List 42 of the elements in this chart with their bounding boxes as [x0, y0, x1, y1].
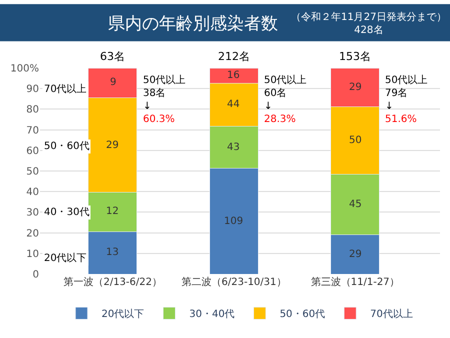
annotation: 43 — [227, 142, 240, 153]
legend-label: 70代以上 — [370, 308, 413, 320]
legend-label: 50・60代 — [280, 309, 326, 320]
annotation: 109 — [224, 216, 244, 227]
annotation: 9 — [110, 77, 116, 88]
annotation: 29 — [349, 82, 362, 93]
chart-title: 県内の年齢別感染者数 — [108, 14, 278, 34]
annotation: 44 — [227, 99, 240, 110]
y-tick-label: 50 — [26, 166, 39, 178]
y-tick-label: 10 — [26, 248, 39, 260]
annotation: 50代以上 79名 ↓ 51.6% — [385, 74, 428, 125]
chart-subtitle: （令和２年11月27日発表分まで） 428名 — [291, 11, 446, 36]
y-tick-label: 20 — [26, 228, 39, 240]
annotation: 12 — [106, 206, 119, 217]
y-tick-label: 40 — [26, 187, 39, 198]
y-tick-label: 30 — [26, 208, 39, 219]
y-tick-label: 100% — [10, 64, 39, 74]
y-tick-label: 60 — [26, 146, 39, 157]
y-tick-label: 0 — [32, 270, 39, 280]
y-tick-label: 70 — [26, 125, 39, 136]
y-tick-label: 90 — [26, 84, 39, 96]
text: 212名 — [218, 50, 250, 63]
annotation: 13 — [106, 247, 119, 258]
text: 153名 — [339, 50, 371, 63]
annotation: 29 — [106, 140, 119, 151]
annotation: 29 — [349, 249, 362, 260]
annotation: 70代以上 — [44, 83, 87, 95]
legend-label: 20代以下 — [102, 308, 144, 320]
text: 63名 — [100, 50, 125, 63]
x-tick-label: 第一波（2/13-6/22） — [63, 276, 162, 288]
annotation: 50代以上 60名 ↓ 28.3% — [264, 74, 307, 125]
x-tick-label: 第二波（6/23-10/31） — [181, 276, 286, 288]
annotation: 20代以下 — [44, 252, 87, 264]
annotation: 50・60代 — [44, 141, 90, 152]
annotation: 45 — [349, 199, 362, 210]
annotation: 16 — [227, 70, 240, 81]
annotation: 40・30代 — [44, 207, 90, 218]
annotation: 50 — [349, 135, 362, 146]
x-tick-label: 第三波（11/1-27） — [310, 276, 400, 288]
annotation: 50代以上 38名 ↓ 60.3% — [143, 74, 186, 125]
legend-label: 30・40代 — [189, 309, 235, 320]
y-tick-label: 80 — [26, 104, 39, 116]
